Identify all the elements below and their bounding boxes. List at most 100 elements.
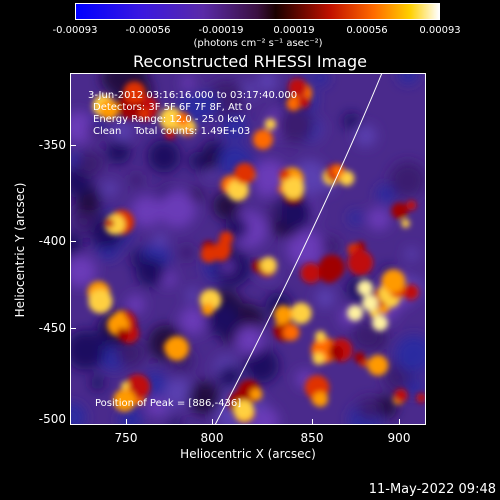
- hot-spot: [164, 336, 189, 361]
- y-axis-label: Heliocentric Y (arcsec): [13, 182, 27, 318]
- hot-spot: [403, 284, 419, 300]
- texture-blob: [218, 364, 243, 390]
- hot-spot: [121, 381, 130, 390]
- hot-spot: [123, 81, 146, 104]
- y-tick-mark: [70, 145, 76, 146]
- hot-spot: [381, 269, 406, 294]
- texture-blob: [153, 232, 168, 248]
- plot-title: Reconstructed RHESSI Image: [133, 52, 367, 71]
- hot-spot: [328, 345, 344, 360]
- clean-counts-annotation: Clean Total counts: 1.49E+03: [93, 126, 251, 137]
- hot-spot: [401, 219, 410, 228]
- hot-spot: [283, 324, 300, 341]
- colorbar: [75, 3, 440, 20]
- hot-spot: [394, 388, 408, 403]
- colorbar-label: 0.00056: [346, 25, 388, 36]
- texture-blob: [102, 181, 118, 196]
- hot-spot: [201, 303, 215, 316]
- texture-blob: [348, 210, 363, 226]
- x-tick-mark: [212, 419, 213, 425]
- detectors-annotation: Detectors: 3F 5F 6F 7F 8F, Att 0: [93, 102, 253, 113]
- texture-blob: [131, 195, 163, 228]
- y-tick-label: -400: [38, 234, 66, 248]
- hot-spot: [416, 392, 426, 403]
- colorbar-unit: (photons cm⁻² s⁻¹ asec⁻²): [193, 38, 323, 49]
- texture-blob: [129, 173, 143, 187]
- texture-blob: [77, 150, 104, 177]
- texture-blob: [343, 112, 360, 130]
- hot-spot: [282, 177, 305, 199]
- hot-spot: [139, 108, 149, 118]
- colorbar-label: -0.00056: [125, 25, 171, 36]
- texture-blob: [136, 257, 166, 287]
- texture-blob: [235, 325, 264, 355]
- x-tick-label: 800: [200, 431, 224, 445]
- hot-spot: [264, 118, 276, 130]
- x-tick-label: 900: [387, 431, 411, 445]
- hot-spot: [99, 99, 119, 120]
- time-range-annotation: 3-Jun-2012 03:16:16.000 to 03:17:40.000: [88, 90, 298, 101]
- hot-spot: [233, 399, 254, 420]
- energy-range-annotation: Energy Range: 12.0 - 25.0 keV: [93, 114, 246, 125]
- colorbar-label: 0.00093: [419, 25, 461, 36]
- hot-spot: [367, 354, 389, 376]
- peak-spot: [372, 315, 388, 331]
- y-tick-mark: [70, 328, 76, 329]
- hot-spot: [290, 302, 312, 324]
- texture-blob: [277, 194, 314, 231]
- texture-blob: [357, 397, 381, 421]
- x-tick-label: 850: [300, 431, 324, 445]
- y-tick-label: -500: [38, 412, 66, 426]
- texture-blob: [146, 397, 165, 417]
- hot-spot: [260, 256, 277, 274]
- hot-spot: [114, 310, 126, 322]
- texture-blob: [243, 347, 279, 384]
- hot-spot: [212, 243, 230, 262]
- texture-blob: [179, 306, 207, 335]
- hot-spot: [315, 330, 326, 342]
- texture-blob: [313, 73, 329, 86]
- hot-spot: [288, 78, 307, 97]
- texture-blob: [315, 288, 335, 308]
- x-tick-label: 750: [114, 431, 138, 445]
- texture-blob: [168, 418, 181, 425]
- hot-spot: [331, 164, 345, 178]
- texture-blob: [179, 245, 194, 260]
- colorbar-label: 0.00019: [273, 25, 315, 36]
- texture-blob: [389, 161, 426, 199]
- texture-blob: [187, 381, 222, 415]
- peak-spot: [362, 295, 378, 311]
- y-tick-label: -450: [38, 321, 66, 335]
- render-timestamp: 11-May-2022 09:48: [368, 482, 496, 497]
- hot-spot: [227, 179, 249, 202]
- texture-blob: [256, 73, 278, 92]
- texture-blob: [106, 139, 131, 165]
- hot-spot: [164, 128, 176, 139]
- peak-spot: [347, 305, 363, 321]
- hot-spot: [234, 162, 256, 184]
- hot-spot: [351, 247, 365, 261]
- hot-spot: [297, 96, 310, 108]
- texture-blob: [367, 207, 391, 231]
- hot-spot: [113, 389, 136, 412]
- y-tick-mark: [70, 241, 76, 242]
- texture-blob: [287, 229, 325, 268]
- texture-blob: [70, 255, 97, 288]
- hot-spot: [406, 200, 417, 211]
- hot-spot: [391, 202, 408, 219]
- colorbar-label: -0.00093: [52, 25, 98, 36]
- hot-spot: [116, 328, 129, 341]
- texture-blob: [405, 247, 419, 261]
- hot-spot: [275, 316, 285, 326]
- x-tick-mark: [312, 419, 313, 425]
- hot-spot: [249, 388, 263, 401]
- hot-spot: [104, 218, 115, 228]
- hot-spot: [176, 112, 190, 126]
- texture-blob: [252, 159, 288, 195]
- rhessi-image: [70, 73, 426, 425]
- hot-spot: [252, 129, 273, 150]
- texture-blob: [405, 378, 424, 397]
- texture-blob: [70, 232, 83, 257]
- texture-blob: [188, 151, 208, 171]
- texture-blob: [113, 122, 133, 142]
